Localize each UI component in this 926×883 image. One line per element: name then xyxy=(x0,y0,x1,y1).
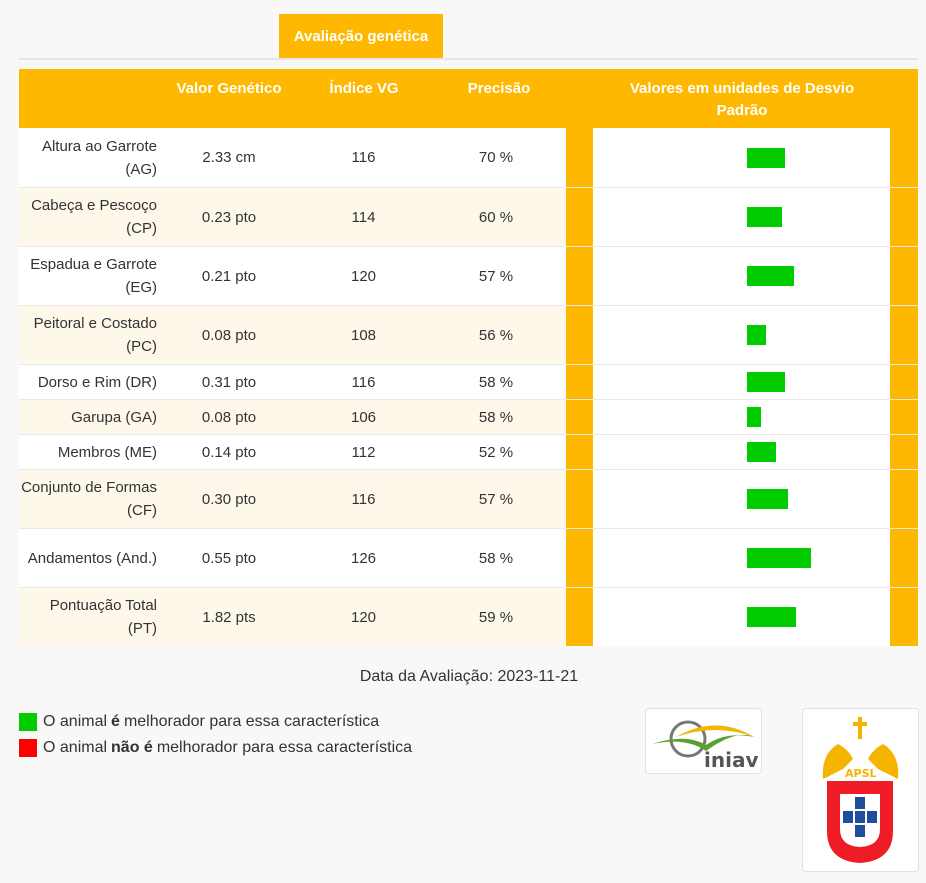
indice-vg: 116 xyxy=(351,373,376,391)
trait-label: Conjunto de Formas (CF) xyxy=(21,479,157,519)
table-row: Pontuação Total (PT) 1.82 pts 120 59 % xyxy=(19,587,918,646)
sd-bar xyxy=(747,266,794,286)
table-row: Altura ao Garrote (AG) 2.33 cm 116 70 % xyxy=(19,128,918,187)
trait-label: Cabeça e Pescoço (CP) xyxy=(31,197,157,237)
red-swatch xyxy=(19,739,37,757)
valor-genetico: 0.08 pto xyxy=(201,408,257,426)
apsl-logo[interactable]: APSL xyxy=(802,708,919,872)
trait-label: Andamentos (And.) xyxy=(27,549,157,567)
sd-bar xyxy=(747,407,761,427)
green-swatch xyxy=(19,713,37,731)
sd-cell xyxy=(593,128,890,187)
trait-label: Altura ao Garrote (AG) xyxy=(41,137,157,178)
table-row: Cabeça e Pescoço (CP) 0.23 pto 114 60 % xyxy=(19,187,918,246)
genetic-table: Valor Genético Índice VG Precisão Valore… xyxy=(19,69,918,646)
tab-divider xyxy=(19,58,918,60)
header-indice: Índice VG xyxy=(329,80,399,97)
indice-vg: 106 xyxy=(350,408,377,426)
svg-text:APSL: APSL xyxy=(845,767,877,780)
sd-cell xyxy=(593,470,890,528)
sd-bar xyxy=(747,489,788,509)
iniav-logo-text: iniav xyxy=(704,748,758,772)
sd-cell xyxy=(593,435,890,469)
valor-genetico: 0.31 pto xyxy=(201,373,257,391)
tab-avaliacao-genetica[interactable]: Avaliação genética xyxy=(279,14,443,59)
legend-negative: O animal não é melhorador para essa cara… xyxy=(19,739,412,757)
trait-label: Dorso e Rim (DR) xyxy=(37,373,157,391)
legend-text: O animal xyxy=(43,713,108,730)
trait-label: Pontuação Total (PT) xyxy=(49,597,157,637)
valor-genetico: 0.14 pto xyxy=(201,443,257,461)
indice-vg: 114 xyxy=(351,208,376,226)
evaluation-date: Data da Avaliação: 2023-11-21 xyxy=(359,668,579,685)
sd-cell xyxy=(593,188,890,246)
valor-genetico: 0.55 pto xyxy=(201,549,257,567)
valor-genetico: 0.21 pto xyxy=(201,267,257,285)
precisao: 52 % xyxy=(478,443,514,461)
sd-bar xyxy=(747,372,785,392)
legend-bold: é xyxy=(111,713,120,730)
sd-cell xyxy=(593,529,890,587)
valor-genetico: 1.82 pts xyxy=(202,608,256,626)
sd-cell xyxy=(593,400,890,434)
header-precisao: Precisão xyxy=(467,80,531,97)
valor-genetico: 0.30 pto xyxy=(201,490,257,508)
trait-label: Membros (ME) xyxy=(57,443,157,461)
sd-cell xyxy=(593,588,890,646)
valor-genetico: 0.23 pto xyxy=(201,208,257,226)
valor-genetico: 2.33 cm xyxy=(202,149,256,166)
precisao: 70 % xyxy=(478,149,514,166)
sd-cell xyxy=(593,247,890,305)
sd-bar xyxy=(747,607,796,627)
sd-bar xyxy=(747,207,782,227)
indice-vg: 120 xyxy=(350,267,377,285)
precisao: 60 % xyxy=(478,208,514,226)
indice-vg: 120 xyxy=(350,608,377,626)
indice-vg: 112 xyxy=(351,443,376,461)
legend-text: melhorador para essa característica xyxy=(156,739,413,756)
sd-cell xyxy=(593,306,890,364)
sd-bar xyxy=(747,548,811,568)
trait-label: Garupa (GA) xyxy=(71,408,157,426)
sd-cell xyxy=(593,365,890,399)
table-row: Garupa (GA) 0.08 pto 106 58 % xyxy=(19,399,918,434)
precisao: 58 % xyxy=(478,549,514,567)
table-header: Valor Genético Índice VG Precisão Valore… xyxy=(19,69,918,128)
legend-text: O animal xyxy=(43,739,108,756)
precisao: 57 % xyxy=(478,490,514,508)
header-valor: Valor Genético xyxy=(176,80,282,97)
table-row: Espadua e Garrote (EG) 0.21 pto 120 57 % xyxy=(19,246,918,305)
legend-text: melhorador para essa característica xyxy=(123,713,380,730)
header-desvio: Valores em unidades de Desvio Padrão xyxy=(629,80,855,119)
table-row: Andamentos (And.) 0.55 pto 126 58 % xyxy=(19,528,918,587)
precisao: 58 % xyxy=(478,373,514,391)
sd-bar xyxy=(747,442,776,462)
precisao: 58 % xyxy=(478,408,514,426)
table-row: Peitoral e Costado (PC) 0.08 pto 108 56 … xyxy=(19,305,918,364)
legend-bold: não é xyxy=(111,739,153,756)
legend-positive: O animal é melhorador para essa caracter… xyxy=(19,713,379,731)
table-row: Dorso e Rim (DR) 0.31 pto 116 58 % xyxy=(19,364,918,399)
indice-vg: 116 xyxy=(351,149,376,166)
sd-bar xyxy=(747,147,785,168)
valor-genetico: 0.08 pto xyxy=(201,326,257,344)
trait-label: Peitoral e Costado (PC) xyxy=(33,315,157,355)
table-row: Membros (ME) 0.14 pto 112 52 % xyxy=(19,434,918,469)
trait-label: Espadua e Garrote (EG) xyxy=(30,256,157,296)
indice-vg: 116 xyxy=(351,490,376,508)
indice-vg: 108 xyxy=(350,326,377,344)
iniav-logo[interactable]: iniav xyxy=(645,708,762,774)
table-row: Conjunto de Formas (CF) 0.30 pto 116 57 … xyxy=(19,469,918,528)
precisao: 57 % xyxy=(478,267,514,285)
sd-bar xyxy=(747,325,766,345)
indice-vg: 126 xyxy=(350,549,377,567)
precisao: 59 % xyxy=(478,608,514,626)
precisao: 56 % xyxy=(478,326,514,344)
